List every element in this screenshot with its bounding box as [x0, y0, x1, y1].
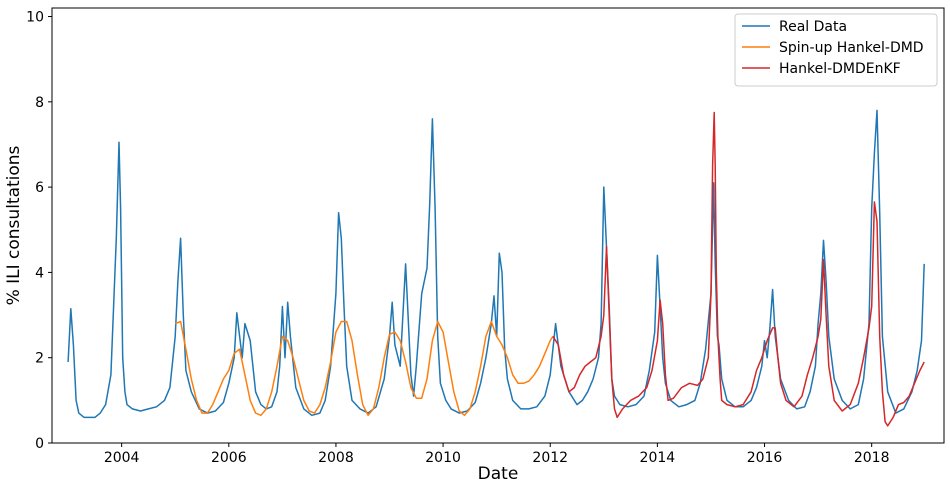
y-tick-label: 2: [35, 351, 44, 367]
series-layer: [67, 109, 925, 427]
series-line-1: [174, 320, 554, 417]
series-line-0: [67, 109, 925, 419]
y-tick-label: 8: [35, 95, 44, 111]
legend-label: Hankel-DMDEnKF: [779, 61, 901, 77]
y-tick-label: 6: [35, 180, 44, 196]
plot-frame: [51, 7, 945, 444]
legend-label: Real Data: [779, 19, 847, 35]
legend-box: [734, 13, 938, 87]
x-tick-label: 2018: [854, 450, 890, 466]
x-tick-label: 2012: [532, 450, 568, 466]
y-axis-label: % ILI consultations: [4, 145, 24, 305]
y-tick-label: 10: [26, 10, 44, 26]
x-tick-label: 2006: [211, 450, 247, 466]
x-tick-label: 2008: [318, 450, 354, 466]
x-axis: 2004 2006 2008 2010 2012 2014 2016 2018: [104, 443, 890, 466]
x-tick-label: 2014: [640, 450, 676, 466]
x-tick-label: 2016: [747, 450, 783, 466]
x-tick-label: 2010: [425, 450, 461, 466]
series-line-2: [552, 111, 925, 427]
y-tick-label: 4: [35, 265, 44, 281]
legend: Real Data Spin-up Hankel-DMD Hankel-DMDEnK…: [734, 13, 938, 87]
x-tick-label: 2004: [104, 450, 140, 466]
y-axis: 0 2 4 6 8 10: [26, 10, 52, 452]
legend-label: Spin-up Hankel-DMD: [779, 40, 924, 56]
y-tick-label: 0: [35, 436, 44, 452]
x-axis-label: Date: [478, 464, 519, 484]
